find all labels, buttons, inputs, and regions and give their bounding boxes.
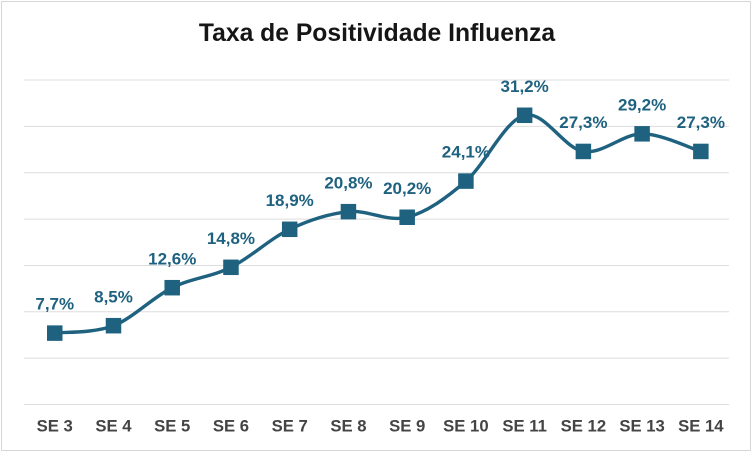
svg-text:31,2%: 31,2%: [501, 77, 549, 96]
svg-text:12,6%: 12,6%: [148, 249, 196, 268]
svg-text:20,2%: 20,2%: [383, 179, 431, 198]
svg-text:27,3%: 27,3%: [559, 113, 607, 132]
svg-text:SE 6: SE 6: [213, 417, 249, 436]
svg-text:SE 12: SE 12: [561, 417, 606, 436]
svg-text:SE 5: SE 5: [154, 417, 190, 436]
svg-text:SE 8: SE 8: [330, 417, 366, 436]
svg-text:SE 11: SE 11: [502, 417, 547, 436]
svg-text:SE 7: SE 7: [272, 417, 308, 436]
svg-text:24,1%: 24,1%: [442, 143, 490, 162]
svg-text:SE 10: SE 10: [443, 417, 488, 436]
svg-text:29,2%: 29,2%: [618, 95, 666, 114]
svg-text:20,8%: 20,8%: [324, 173, 372, 192]
svg-text:27,3%: 27,3%: [677, 113, 725, 132]
svg-text:SE 4: SE 4: [95, 417, 132, 436]
svg-text:18,9%: 18,9%: [266, 191, 314, 210]
svg-text:SE 14: SE 14: [678, 417, 724, 436]
svg-text:SE 3: SE 3: [37, 417, 73, 436]
svg-text:14,8%: 14,8%: [207, 229, 255, 248]
svg-text:SE 9: SE 9: [389, 417, 425, 436]
svg-text:Taxa de Positividade Influenza: Taxa de Positividade Influenza: [199, 20, 556, 47]
svg-text:SE 13: SE 13: [619, 417, 664, 436]
svg-text:7,7%: 7,7%: [35, 295, 74, 314]
svg-text:8,5%: 8,5%: [94, 287, 133, 306]
